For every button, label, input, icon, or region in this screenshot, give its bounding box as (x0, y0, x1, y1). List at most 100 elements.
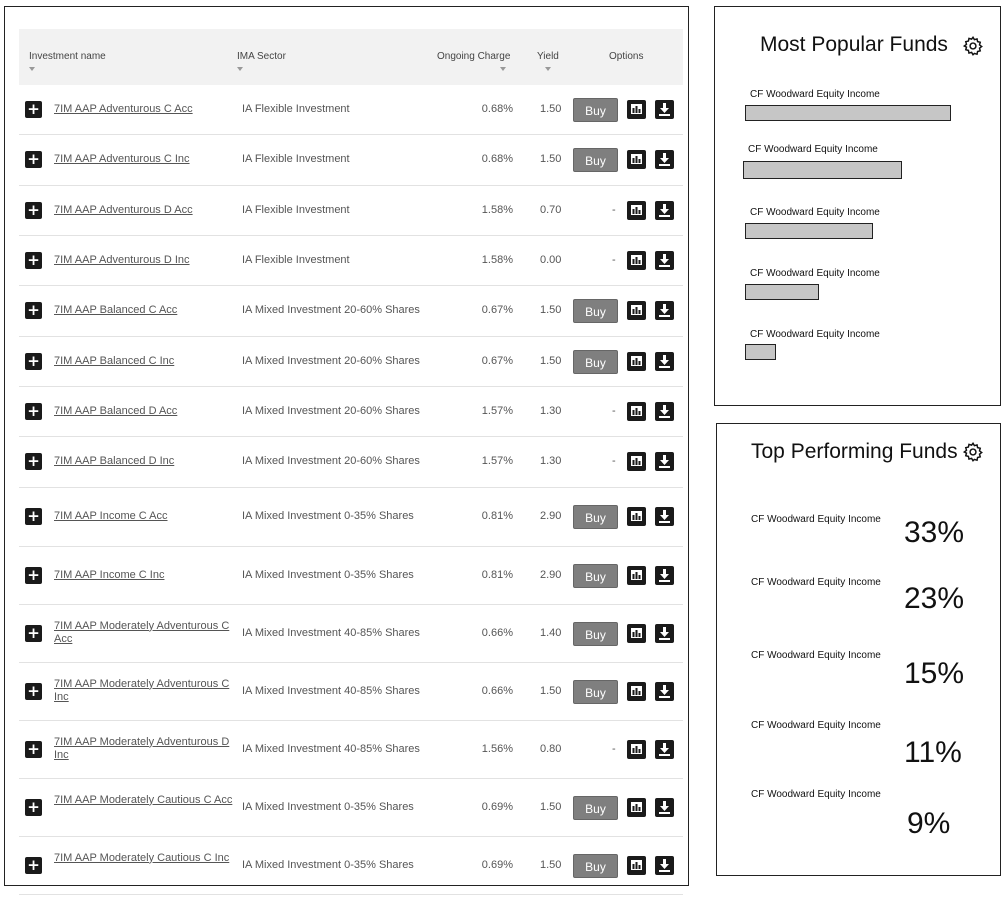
expand-plus-icon[interactable]: + (25, 352, 42, 370)
buy-button[interactable]: Buy (573, 97, 618, 122)
expand-plus-icon[interactable]: + (25, 508, 42, 525)
download-icon[interactable] (655, 200, 674, 220)
expand-plus-icon[interactable]: + (25, 682, 42, 700)
chart-icon[interactable] (627, 401, 646, 421)
chart-icon[interactable] (627, 250, 646, 270)
popular-fund-label[interactable]: CF Woodward Equity Income (750, 329, 880, 340)
yield-value: 2.90 (540, 568, 562, 581)
download-icon[interactable] (655, 250, 674, 270)
expand-plus-icon[interactable]: + (25, 251, 42, 269)
buy-button[interactable]: Buy (573, 563, 618, 588)
popular-fund-label[interactable]: CF Woodward Equity Income (750, 207, 880, 218)
expand-plus-icon[interactable]: + (25, 201, 42, 219)
table-row: +7IM AAP Balanced C Acc IA Mixed Investme… (19, 286, 683, 337)
top-fund-label[interactable]: CF Woodward Equity Income (751, 789, 881, 800)
fund-name-link[interactable]: 7IM AAP Balanced D Acc (54, 404, 178, 417)
fund-name-link[interactable]: 7IM AAP Adventurous D Inc (54, 253, 190, 266)
fund-name-link[interactable]: 7IM AAP Balanced D Inc (54, 455, 175, 467)
sort-caret-icon[interactable] (544, 67, 551, 71)
expand-plus-icon[interactable]: + (25, 740, 42, 758)
top-fund-label[interactable]: CF Woodward Equity Income (751, 577, 881, 588)
chart-icon[interactable] (627, 351, 646, 371)
most-popular-title: Most Popular Funds (760, 33, 948, 56)
ongoing-charge-value: 0.68% (481, 102, 513, 115)
fund-name-link[interactable]: 7IM AAP Adventurous C Acc (54, 102, 193, 115)
chart-icon[interactable] (627, 681, 646, 701)
fund-name-link[interactable]: 7IM AAP Adventurous C Inc (54, 153, 190, 165)
download-icon[interactable] (655, 739, 674, 759)
expand-plus-icon[interactable]: + (25, 100, 42, 118)
download-icon[interactable] (655, 150, 674, 169)
chart-icon[interactable] (627, 855, 646, 875)
expand-plus-icon[interactable]: + (25, 798, 42, 816)
header-ongoing-charge[interactable]: Ongoing Charge (437, 51, 510, 71)
download-icon[interactable] (655, 797, 674, 817)
download-icon[interactable] (655, 99, 674, 119)
sort-caret-icon[interactable] (500, 67, 507, 71)
download-icon[interactable] (655, 507, 674, 526)
fund-name-link[interactable]: 7IM AAP Income C Inc (54, 568, 165, 581)
popular-fund-label[interactable]: CF Woodward Equity Income (750, 268, 880, 279)
fund-name-link[interactable]: 7IM AAP Moderately Cautious C Acc (54, 793, 233, 806)
top-fund-performance: 23% (904, 582, 965, 615)
buy-button[interactable]: Buy (573, 505, 618, 529)
popular-fund-label[interactable]: CF Woodward Equity Income (750, 89, 880, 100)
fund-name-link[interactable]: 7IM AAP Moderately Cautious C Inc (54, 851, 230, 864)
buy-button[interactable]: Buy (573, 621, 618, 646)
fund-name-link[interactable]: 7IM AAP Moderately Adventurous D Inc (54, 735, 230, 761)
yield-value: 1.50 (540, 800, 562, 813)
download-icon[interactable] (655, 351, 674, 371)
popular-fund-label[interactable]: CF Woodward Equity Income (748, 144, 878, 155)
chart-icon[interactable] (627, 452, 646, 471)
expand-plus-icon[interactable]: + (25, 453, 42, 470)
chart-icon[interactable] (627, 200, 646, 220)
fund-name-link[interactable]: 7IM AAP Income C Acc (54, 510, 168, 522)
download-icon[interactable] (655, 301, 674, 320)
chart-icon[interactable] (627, 565, 646, 585)
expand-plus-icon[interactable]: + (25, 856, 42, 874)
chart-icon[interactable] (627, 739, 646, 759)
buy-button[interactable]: Buy (573, 299, 618, 323)
chart-icon[interactable] (627, 99, 646, 119)
buy-button[interactable]: Buy (573, 148, 618, 172)
table-row: +7IM AAP Moderately Adventurous C Inc IA … (19, 663, 683, 721)
gear-icon[interactable] (962, 441, 984, 463)
download-icon[interactable] (655, 452, 674, 471)
chart-icon[interactable] (627, 507, 646, 526)
expand-plus-icon[interactable]: + (25, 402, 42, 420)
download-icon[interactable] (655, 401, 674, 421)
chart-icon[interactable] (627, 301, 646, 320)
fund-name-link[interactable]: 7IM AAP Balanced C Inc (54, 354, 175, 367)
expand-plus-icon[interactable]: + (25, 302, 42, 319)
gear-icon[interactable] (962, 35, 984, 57)
header-investment-name[interactable]: Investment name (29, 51, 106, 71)
buy-button[interactable]: Buy (573, 853, 618, 878)
fund-name-link[interactable]: 7IM AAP Balanced C Acc (54, 304, 178, 316)
header-yield[interactable]: Yield (537, 51, 559, 71)
download-icon[interactable] (655, 855, 674, 875)
expand-plus-icon[interactable]: + (25, 151, 42, 168)
buy-button[interactable]: Buy (573, 795, 618, 820)
table-row: +7IM AAP Income C Inc IA Mixed Investment… (19, 547, 683, 605)
sort-caret-icon[interactable] (237, 67, 243, 71)
download-icon[interactable] (655, 623, 674, 643)
expand-plus-icon[interactable]: + (25, 624, 42, 642)
sort-caret-icon[interactable] (29, 67, 35, 71)
top-fund-label[interactable]: CF Woodward Equity Income (751, 650, 881, 661)
chart-icon[interactable] (627, 623, 646, 643)
fund-name-link[interactable]: 7IM AAP Moderately Adventurous C Acc (54, 619, 230, 645)
top-fund-label[interactable]: CF Woodward Equity Income (751, 720, 881, 731)
buy-unavailable: - (612, 253, 616, 266)
top-fund-label[interactable]: CF Woodward Equity Income (751, 514, 881, 525)
yield-value: 0.70 (540, 203, 562, 216)
header-ima-sector[interactable]: IMA Sector (237, 51, 286, 71)
buy-button[interactable]: Buy (573, 349, 618, 374)
fund-name-link[interactable]: 7IM AAP Adventurous D Acc (54, 203, 193, 216)
fund-name-link[interactable]: 7IM AAP Moderately Adventurous C Inc (54, 677, 230, 703)
buy-button[interactable]: Buy (573, 679, 618, 704)
chart-icon[interactable] (627, 150, 646, 169)
download-icon[interactable] (655, 565, 674, 585)
expand-plus-icon[interactable]: + (25, 566, 42, 584)
chart-icon[interactable] (627, 797, 646, 817)
download-icon[interactable] (655, 681, 674, 701)
